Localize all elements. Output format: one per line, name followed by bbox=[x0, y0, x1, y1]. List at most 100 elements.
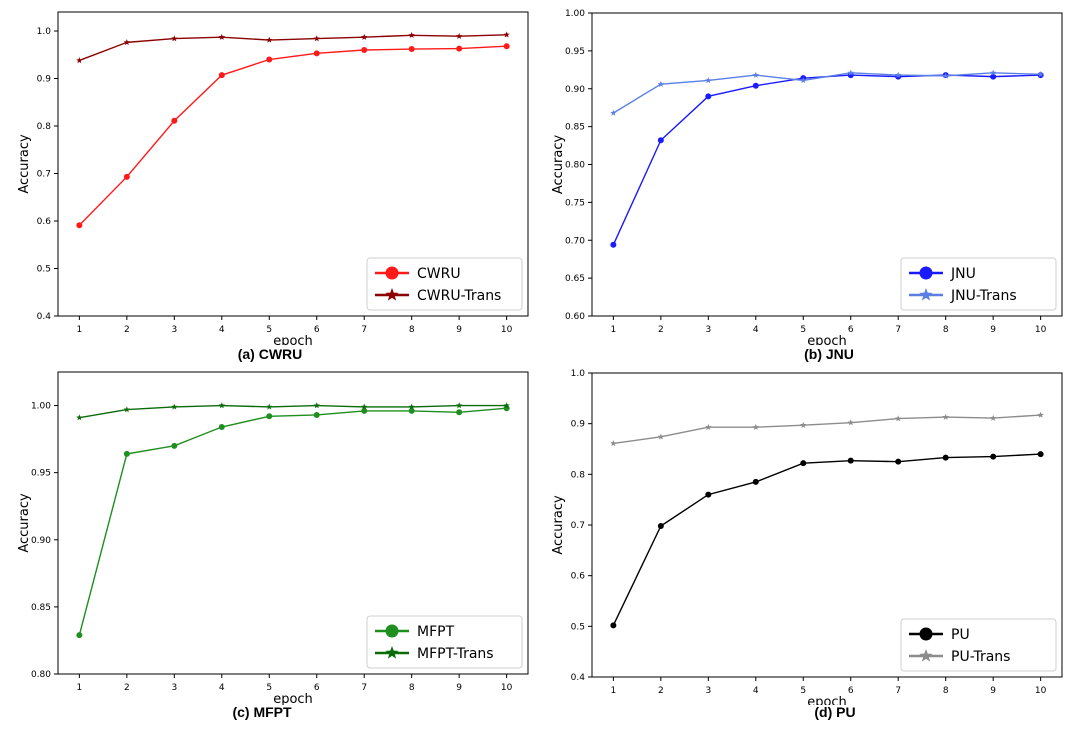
x-tick-label: 6 bbox=[848, 325, 854, 335]
data-point bbox=[894, 415, 902, 422]
x-tick-label: 1 bbox=[610, 686, 616, 696]
data-point bbox=[266, 403, 273, 410]
legend-label: JNU bbox=[950, 266, 976, 282]
x-tick-label: 9 bbox=[990, 686, 996, 696]
data-point bbox=[218, 33, 226, 40]
legend-entry: JNU bbox=[909, 266, 976, 282]
x-tick-label: 8 bbox=[943, 325, 949, 335]
y-tick-label: 0.9 bbox=[37, 75, 52, 85]
x-tick-label: 2 bbox=[658, 686, 664, 696]
data-point bbox=[752, 71, 760, 78]
series-mfpt bbox=[76, 405, 510, 639]
data-point bbox=[989, 69, 997, 76]
panel-caption: (d) PU bbox=[814, 704, 856, 720]
x-axis-label: epoch bbox=[807, 695, 847, 705]
data-point bbox=[123, 450, 130, 457]
x-tick-label: 1 bbox=[610, 325, 616, 335]
y-axis-label: Accuracy bbox=[17, 134, 32, 194]
data-point bbox=[76, 632, 83, 639]
y-tick-label: 0.8 bbox=[37, 122, 52, 132]
chart-panel-cwru: 1 2 3 4 5 6 7 8 9 10 0.4 0.5 0.6 0.7 0.8 0.9 1.0 epoch A… bbox=[17, 11, 529, 345]
x-tick-label: 8 bbox=[409, 325, 415, 335]
y-tick-label: 0.85 bbox=[31, 603, 51, 613]
legend-label: MFPT-Trans bbox=[417, 646, 494, 662]
x-tick-label: 10 bbox=[1035, 686, 1047, 696]
x-tick-label: 5 bbox=[266, 325, 272, 335]
data-point bbox=[171, 442, 178, 449]
data-point bbox=[705, 93, 712, 100]
data-point bbox=[455, 32, 463, 39]
data-point bbox=[456, 45, 463, 52]
legend-entry: PU-Trans bbox=[909, 649, 1010, 665]
x-tick-label: 6 bbox=[314, 683, 320, 693]
plot-area bbox=[57, 371, 529, 675]
legend-label: PU-Trans bbox=[951, 649, 1010, 665]
series-pu bbox=[610, 451, 1044, 629]
y-tick-label: 0.70 bbox=[565, 236, 585, 246]
x-tick-label: 7 bbox=[895, 686, 901, 696]
y-tick-label: 0.80 bbox=[565, 161, 585, 171]
x-tick-label: 10 bbox=[501, 683, 513, 693]
x-tick-label: 4 bbox=[753, 686, 759, 696]
y-tick-label: 0.90 bbox=[565, 85, 585, 95]
x-tick-label: 2 bbox=[658, 325, 664, 335]
data-point bbox=[266, 36, 273, 43]
series-jnu bbox=[610, 72, 1044, 248]
data-point bbox=[705, 491, 712, 498]
legend-marker bbox=[919, 627, 933, 641]
x-tick-label: 5 bbox=[800, 686, 806, 696]
legend: CWRU CWRU-Trans bbox=[366, 257, 523, 311]
y-tick-label: 0.65 bbox=[565, 274, 585, 284]
x-tick-label: 6 bbox=[314, 325, 320, 335]
data-point bbox=[1037, 451, 1044, 458]
legend-marker bbox=[919, 649, 933, 662]
data-point bbox=[610, 241, 617, 248]
data-point bbox=[76, 222, 83, 229]
y-tick-label: 0.4 bbox=[571, 673, 586, 683]
data-point bbox=[408, 31, 415, 39]
y-tick-label: 0.85 bbox=[565, 123, 585, 133]
plot-area bbox=[57, 11, 529, 317]
x-tick-label: 9 bbox=[990, 325, 996, 335]
y-tick-label: 0.95 bbox=[565, 47, 585, 57]
legend: MFPT MFPT-Trans bbox=[366, 615, 523, 669]
legend-marker bbox=[385, 646, 399, 659]
x-tick-label: 2 bbox=[124, 325, 130, 335]
data-point bbox=[705, 423, 712, 430]
data-point bbox=[1037, 411, 1044, 418]
series-line bbox=[79, 34, 507, 62]
data-point bbox=[800, 421, 807, 428]
y-axis-label: Accuracy bbox=[17, 493, 32, 553]
x-tick-label: 3 bbox=[171, 683, 177, 693]
x-tick-label: 7 bbox=[361, 325, 367, 335]
data-point bbox=[752, 478, 759, 485]
x-axis-label: epoch bbox=[273, 334, 313, 345]
x-tick-label: 8 bbox=[409, 683, 415, 693]
series-cwru-trans bbox=[76, 31, 510, 64]
series-line bbox=[612, 453, 1041, 626]
data-point bbox=[847, 69, 854, 76]
data-point bbox=[894, 71, 902, 78]
data-point bbox=[989, 414, 997, 421]
data-point bbox=[313, 402, 320, 409]
data-point bbox=[123, 406, 131, 413]
data-point bbox=[408, 403, 415, 410]
data-point bbox=[990, 453, 997, 460]
series-jnu-trans bbox=[610, 69, 1044, 116]
y-tick-label: 0.4 bbox=[37, 312, 52, 322]
y-tick-label: 0.5 bbox=[37, 265, 51, 275]
panel-caption: (b) JNU bbox=[804, 346, 854, 362]
data-point bbox=[657, 137, 664, 144]
x-tick-label: 9 bbox=[456, 325, 462, 335]
legend-marker bbox=[919, 288, 933, 301]
x-tick-label: 1 bbox=[76, 683, 82, 693]
data-point bbox=[455, 402, 463, 409]
x-tick-label: 3 bbox=[705, 686, 711, 696]
data-point bbox=[847, 419, 854, 426]
legend-label: CWRU-Trans bbox=[417, 288, 501, 304]
x-tick-label: 7 bbox=[361, 683, 367, 693]
x-tick-label: 9 bbox=[456, 683, 462, 693]
x-tick-label: 4 bbox=[219, 325, 225, 335]
data-point bbox=[1037, 70, 1044, 78]
x-tick-label: 3 bbox=[705, 325, 711, 335]
